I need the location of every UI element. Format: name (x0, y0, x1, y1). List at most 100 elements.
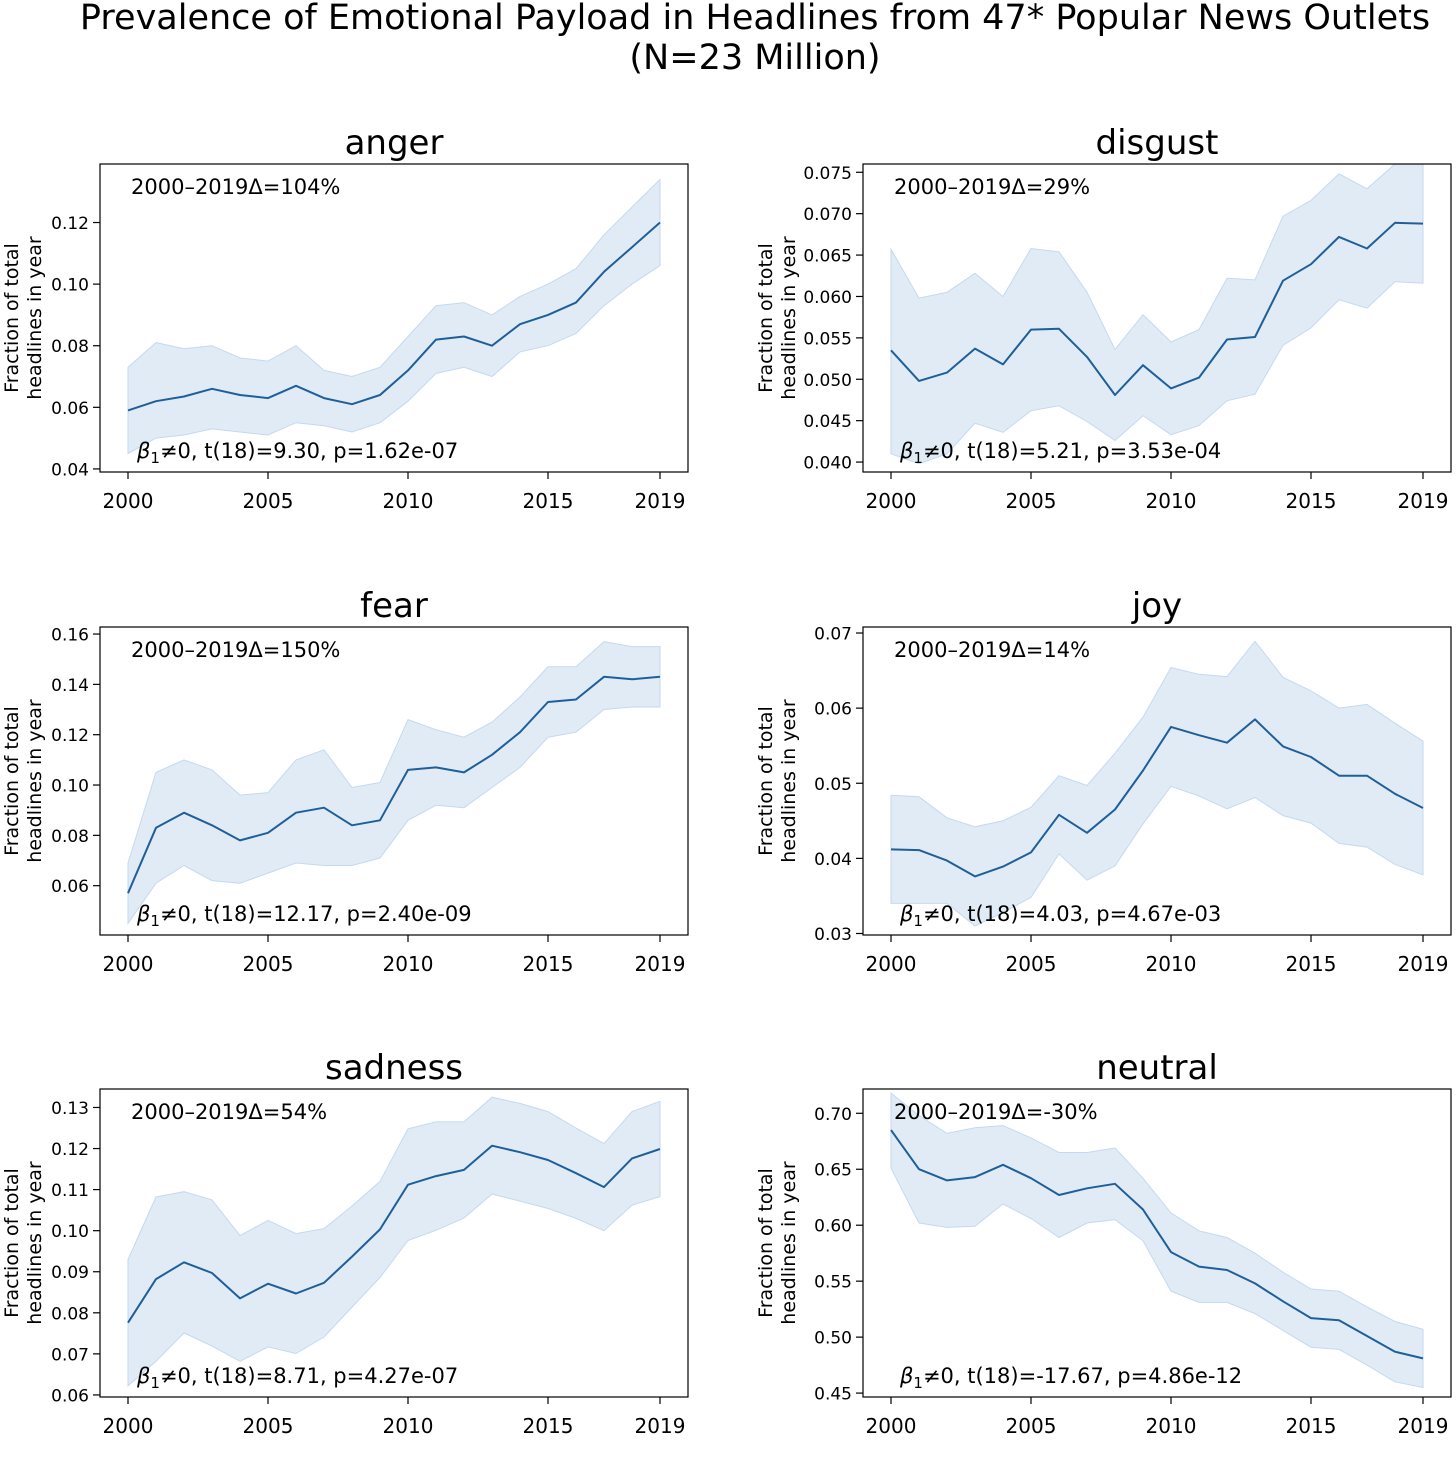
x-tick-label: 2019 (1398, 952, 1449, 976)
x-tick-label: 2000 (866, 952, 917, 976)
y-tick-label: 0.08 (51, 1304, 89, 1324)
delta-annotation: 2000–2019Δ=-30% (894, 1100, 1098, 1124)
panel-title: neutral (1096, 1048, 1218, 1088)
x-tick-label: 2005 (1006, 489, 1057, 513)
x-tick-label: 2005 (1006, 952, 1057, 976)
panel-neutral: 2000 2005 2010 2015 2019 0.45 0.50 0.55 0.60 0.65… (755, 1048, 1452, 1438)
y-tick-label: 0.14 (51, 676, 89, 696)
x-tick-label: 2019 (635, 1414, 686, 1438)
y-tick-label: 0.16 (51, 626, 89, 646)
y-axis-label: Fraction of totalheadlines in year (755, 1161, 800, 1325)
y-tick-label: 0.09 (51, 1263, 89, 1283)
series-line (890, 221, 1424, 396)
y-axis-label-line1: Fraction of total (755, 243, 777, 393)
x-tick-label: 2010 (383, 1414, 434, 1438)
y-tick-label: 0.65 (814, 1161, 852, 1181)
y-tick-label: 0.70 (814, 1105, 852, 1125)
stats-subscript: 1 (913, 449, 923, 467)
stats-beta: β (136, 439, 150, 463)
x-tick-label: 2010 (1146, 952, 1197, 976)
panel-title: joy (1131, 586, 1182, 626)
delta-annotation: 2000–2019Δ=54% (131, 1100, 327, 1124)
axes-frame (99, 163, 689, 473)
x-tick-label: 2019 (1398, 489, 1449, 513)
x-tick-label: 2015 (523, 952, 574, 976)
stats-annotation: β1≠0, t(18)=12.17, p=2.40e-09 (136, 902, 472, 930)
stats-subscript: 1 (150, 449, 160, 467)
x-tick-label: 2010 (1146, 489, 1197, 513)
y-tick-label: 0.05 (814, 775, 852, 795)
confidence-band (890, 1092, 1424, 1389)
panel-title: fear (360, 586, 428, 626)
panel-title: anger (345, 123, 444, 163)
stats-beta: β (899, 902, 913, 926)
y-tick-label: 0.55 (814, 1273, 852, 1293)
series-line (127, 675, 661, 894)
x-tick-label: 2019 (635, 489, 686, 513)
stats-text: ≠0, t(18)=4.03, p=4.67e-03 (923, 902, 1221, 926)
x-tick-label: 2000 (103, 1414, 154, 1438)
panel-joy: 2000 2005 2010 2015 2019 0.03 0.04 0.05 0.06 0.07… (755, 586, 1452, 976)
y-tick-label: 0.04 (51, 460, 89, 480)
y-axis-label-line2: headlines in year (778, 699, 800, 863)
panel-title: sadness (325, 1048, 463, 1088)
stats-subscript: 1 (913, 912, 923, 930)
x-tick-label: 2000 (103, 952, 154, 976)
y-tick-label: 0.12 (51, 726, 89, 746)
panel-anger: 2000 2005 2010 2015 2019 0.04 0.06 0.08 0.10 0.12… (1, 123, 689, 513)
x-tick-label: 2005 (243, 1414, 294, 1438)
stats-subscript: 1 (150, 912, 160, 930)
series-line (890, 1129, 1424, 1360)
x-tick-label: 2015 (523, 489, 574, 513)
panel-fear: 2000 2005 2010 2015 2019 0.06 0.08 0.10 0.12 0.14… (1, 586, 689, 976)
delta-annotation: 2000–2019Δ=150% (131, 638, 340, 662)
x-tick-label: 2000 (866, 489, 917, 513)
y-tick-label: 0.045 (803, 412, 852, 432)
y-axis-label-line2: headlines in year (24, 236, 46, 400)
y-tick-label: 0.08 (51, 337, 89, 357)
series-line (890, 718, 1424, 878)
x-tick-label: 2010 (383, 952, 434, 976)
y-axis-label: Fraction of totalheadlines in year (1, 1161, 46, 1325)
y-tick-label: 0.07 (51, 1345, 89, 1365)
confidence-band (127, 178, 661, 455)
stats-annotation: β1≠0, t(18)=9.30, p=1.62e-07 (136, 439, 458, 467)
y-tick-label: 0.10 (51, 777, 89, 797)
delta-annotation: 2000–2019Δ=29% (894, 175, 1090, 199)
y-tick-label: 0.06 (814, 700, 852, 720)
y-axis-label: Fraction of totalheadlines in year (755, 699, 800, 863)
axes-frame (99, 626, 689, 936)
y-tick-label: 0.07 (814, 625, 852, 645)
axes-frame (862, 1088, 1452, 1398)
stats-text: ≠0, t(18)=-17.67, p=4.86e-12 (923, 1364, 1242, 1388)
y-tick-label: 0.06 (51, 399, 89, 419)
y-axis-label: Fraction of totalheadlines in year (1, 699, 46, 863)
y-axis-label: Fraction of totalheadlines in year (755, 236, 800, 400)
panel-title: disgust (1096, 123, 1219, 163)
stats-beta: β (136, 902, 150, 926)
y-axis-label-line2: headlines in year (778, 236, 800, 400)
axes-frame (99, 1088, 689, 1398)
x-tick-label: 2000 (866, 1414, 917, 1438)
y-tick-label: 0.13 (51, 1099, 89, 1119)
y-tick-label: 0.070 (803, 205, 852, 225)
figure-subtitle: (N=23 Million) (629, 38, 881, 78)
x-tick-label: 2010 (1146, 1414, 1197, 1438)
x-tick-label: 2019 (635, 952, 686, 976)
y-axis-label: Fraction of totalheadlines in year (1, 236, 46, 400)
stats-annotation: β1≠0, t(18)=5.21, p=3.53e-04 (899, 439, 1221, 467)
x-tick-label: 2005 (243, 489, 294, 513)
panel-sadness: 2000 2005 2010 2015 2019 0.06 0.07 0.08 0.09 0.10… (1, 1048, 689, 1438)
y-tick-label: 0.10 (51, 276, 89, 296)
y-tick-label: 0.12 (51, 1140, 89, 1160)
x-tick-label: 2015 (1286, 489, 1337, 513)
delta-annotation: 2000–2019Δ=104% (131, 175, 340, 199)
stats-text: ≠0, t(18)=5.21, p=3.53e-04 (923, 439, 1221, 463)
y-tick-label: 0.03 (814, 925, 852, 945)
x-tick-label: 2005 (243, 952, 294, 976)
stats-beta: β (899, 439, 913, 463)
x-tick-label: 2015 (1286, 952, 1337, 976)
confidence-band (127, 641, 661, 925)
confidence-band (890, 163, 1424, 465)
